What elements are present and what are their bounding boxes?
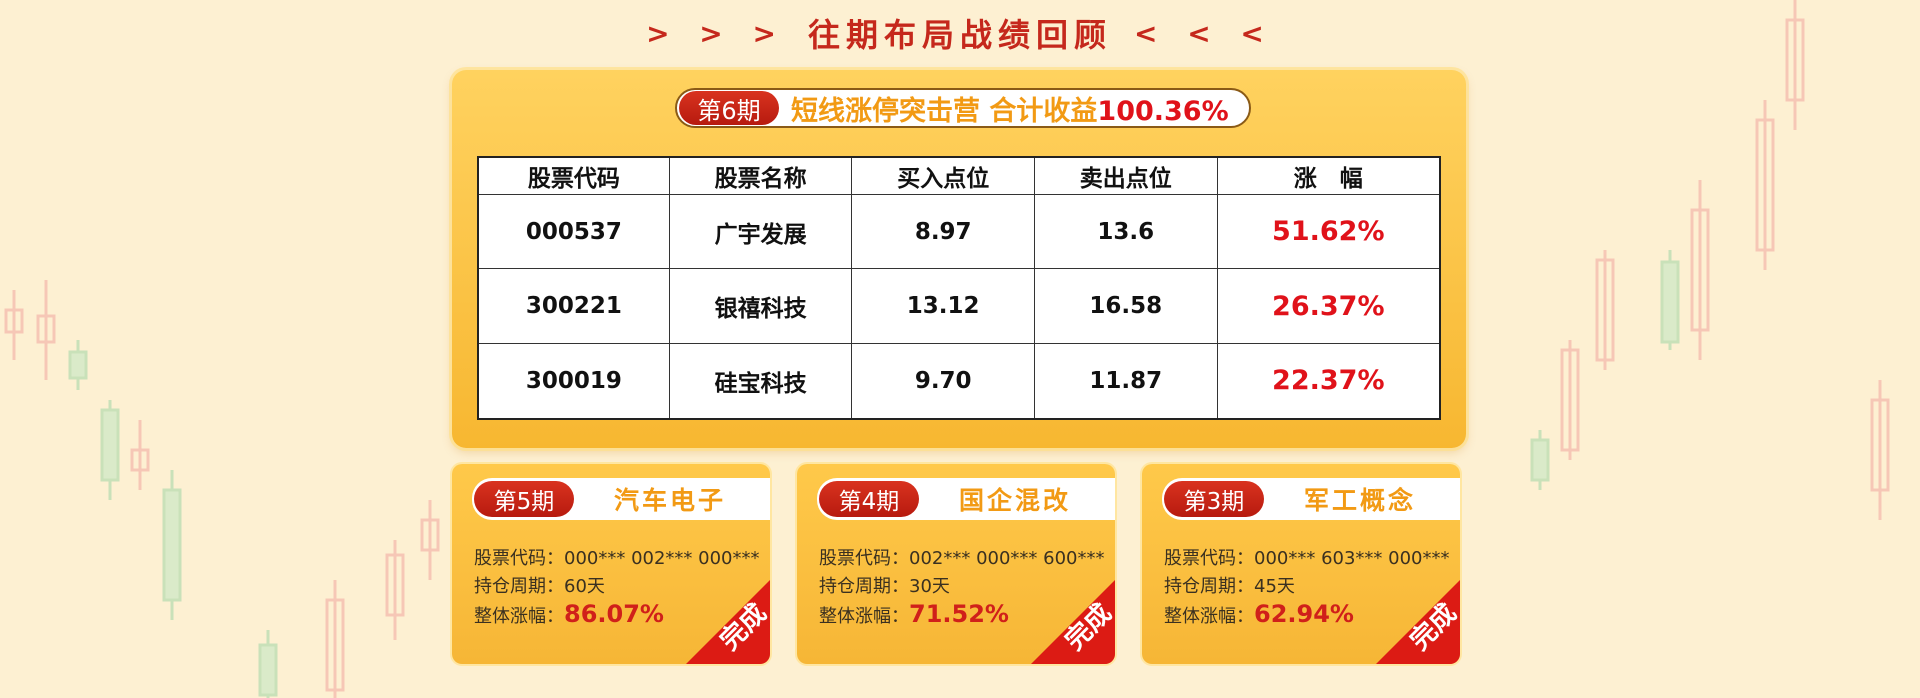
cell-code: 300019 xyxy=(477,342,670,420)
total-gain: 100.36% xyxy=(1097,95,1229,127)
col-header-buy: 买入点位 xyxy=(851,156,1035,195)
codes-label: 股票代码： xyxy=(1164,548,1254,569)
codes-label: 股票代码： xyxy=(474,548,564,569)
codes-label: 股票代码： xyxy=(819,548,909,569)
cell-name: 硅宝科技 xyxy=(668,342,853,420)
hold-value: 45天 xyxy=(1254,576,1295,597)
card-period-tag: 第3期 xyxy=(1164,481,1264,517)
cell-sell: 16.58 xyxy=(1033,268,1218,344)
col-header-gain: 涨 幅 xyxy=(1216,156,1441,195)
hold-label: 持仓周期： xyxy=(474,576,564,597)
cell-buy: 9.70 xyxy=(851,342,1035,420)
cell-name: 银禧科技 xyxy=(668,268,853,344)
camp-title: 短线涨停突击营 合计收益100.36% xyxy=(791,89,1229,128)
cell-name: 广宇发展 xyxy=(668,193,853,270)
card-gain-line: 整体涨幅：62.94% xyxy=(1164,600,1354,628)
card-period-tag: 第4期 xyxy=(819,481,919,517)
codes-value: 000*** 603*** 000*** xyxy=(1254,548,1450,569)
cell-code: 000537 xyxy=(477,193,670,270)
done-ribbon xyxy=(1376,580,1460,664)
col-header-code: 股票代码 xyxy=(477,156,670,195)
card-codes-line: 股票代码：002*** 000*** 600*** xyxy=(819,544,1105,570)
done-ribbon xyxy=(1031,580,1115,664)
table-row: 300019 硅宝科技 9.70 11.87 22.37% xyxy=(477,342,1441,420)
gain-label: 整体涨幅： xyxy=(819,606,909,627)
table-header-row: 股票代码 股票名称 买入点位 卖出点位 涨 幅 xyxy=(477,156,1441,195)
codes-value: 000*** 002*** 000*** xyxy=(564,548,760,569)
card-codes-line: 股票代码：000*** 603*** 000*** xyxy=(1164,544,1450,570)
col-header-sell: 卖出点位 xyxy=(1033,156,1218,195)
gain-value: 62.94% xyxy=(1254,600,1354,628)
cell-buy: 13.12 xyxy=(851,268,1035,344)
period-6-title-pill: 第6期 短线涨停突击营 合计收益100.36% xyxy=(675,88,1251,128)
card-hold-line: 持仓周期：45天 xyxy=(1164,572,1295,598)
heading-right-arrows: < < < xyxy=(1134,16,1274,50)
cell-gain: 51.62% xyxy=(1216,193,1441,270)
period-3-card: 第3期 军工概念 股票代码：000*** 603*** 000*** 持仓周期：… xyxy=(1142,464,1460,664)
card-hold-line: 持仓周期：30天 xyxy=(819,572,950,598)
done-ribbon xyxy=(686,580,770,664)
cell-gain: 22.37% xyxy=(1216,342,1441,420)
card-hold-line: 持仓周期：60天 xyxy=(474,572,605,598)
heading-left-arrows: > > > xyxy=(646,16,786,50)
table-row: 000537 广宇发展 8.97 13.6 51.62% xyxy=(477,193,1441,270)
cell-code: 300221 xyxy=(477,268,670,344)
card-title: 汽车电子 xyxy=(614,486,727,515)
gain-value: 86.07% xyxy=(564,600,664,628)
table-row: 300221 银禧科技 13.12 16.58 26.37% xyxy=(477,268,1441,344)
card-gain-line: 整体涨幅：86.07% xyxy=(474,600,664,628)
card-gain-line: 整体涨幅：71.52% xyxy=(819,600,1009,628)
card-header: 第3期 军工概念 xyxy=(1162,478,1460,520)
hold-label: 持仓周期： xyxy=(819,576,909,597)
period-4-card: 第4期 国企混改 股票代码：002*** 000*** 600*** 持仓周期：… xyxy=(797,464,1115,664)
cell-sell: 11.87 xyxy=(1033,342,1218,420)
hold-value: 30天 xyxy=(909,576,950,597)
card-title: 军工概念 xyxy=(1304,486,1417,515)
heading-title: 往期布局战绩回顾 xyxy=(807,16,1112,54)
gain-value: 71.52% xyxy=(909,600,1009,628)
section-heading: > > > 往期布局战绩回顾 < < < xyxy=(0,10,1920,56)
cell-buy: 8.97 xyxy=(851,193,1035,270)
card-period-tag: 第5期 xyxy=(474,481,574,517)
codes-value: 002*** 000*** 600*** xyxy=(909,548,1105,569)
stock-table: 股票代码 股票名称 买入点位 卖出点位 涨 幅 000537 广宇发展 8.97… xyxy=(477,156,1441,420)
cell-gain: 26.37% xyxy=(1216,268,1441,344)
card-header: 第4期 国企混改 xyxy=(817,478,1115,520)
period-6-panel: 第6期 短线涨停突击营 合计收益100.36% 股票代码 股票名称 买入点位 卖… xyxy=(452,70,1466,448)
camp-title-text: 短线涨停突击营 合计收益 xyxy=(791,95,1098,127)
gain-label: 整体涨幅： xyxy=(474,606,564,627)
card-codes-line: 股票代码：000*** 002*** 000*** xyxy=(474,544,760,570)
period-5-card: 第5期 汽车电子 股票代码：000*** 002*** 000*** 持仓周期：… xyxy=(452,464,770,664)
hold-value: 60天 xyxy=(564,576,605,597)
hold-label: 持仓周期： xyxy=(1164,576,1254,597)
col-header-name: 股票名称 xyxy=(668,156,853,195)
card-header: 第5期 汽车电子 xyxy=(472,478,770,520)
gain-label: 整体涨幅： xyxy=(1164,606,1254,627)
cell-sell: 13.6 xyxy=(1033,193,1218,270)
card-title: 国企混改 xyxy=(959,486,1072,515)
period-tag: 第6期 xyxy=(679,91,779,125)
